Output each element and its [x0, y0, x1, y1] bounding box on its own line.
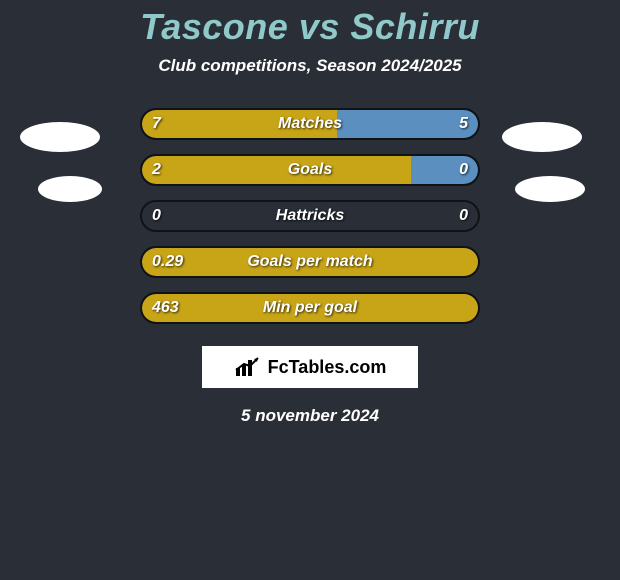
subtitle: Club competitions, Season 2024/2025 — [0, 56, 620, 76]
bar-left — [142, 156, 411, 184]
footer-logo-text: FcTables.com — [268, 357, 387, 378]
bar-chart-icon — [234, 356, 262, 378]
stat-label: Goals per match — [247, 253, 372, 271]
stat-value-left: 7 — [152, 115, 161, 133]
footer-logo: FcTables.com — [202, 346, 418, 388]
title-right: Schirru — [350, 6, 480, 47]
stat-value-right: 0 — [459, 161, 468, 179]
player-badge-oval — [38, 176, 102, 202]
player-badge-oval — [20, 122, 100, 152]
bar-right — [337, 110, 478, 138]
footer-date: 5 november 2024 — [0, 406, 620, 426]
player-badge-oval — [515, 176, 585, 202]
stat-label: Goals — [288, 161, 332, 179]
stat-value-right: 0 — [459, 207, 468, 225]
player-badge-oval — [502, 122, 582, 152]
stat-value-right: 5 — [459, 115, 468, 133]
stat-row-goals: 2 Goals 0 — [140, 154, 480, 186]
title-left: Tascone — [140, 6, 288, 47]
page-title: Tascone vs Schirru — [0, 0, 620, 48]
stat-row-min-per-goal: 463 Min per goal — [140, 292, 480, 324]
stat-row-matches: 7 Matches 5 — [140, 108, 480, 140]
stat-label: Min per goal — [263, 299, 357, 317]
stat-row-hattricks: 0 Hattricks 0 — [140, 200, 480, 232]
title-vs: vs — [299, 6, 340, 47]
stat-label: Matches — [278, 115, 342, 133]
stat-row-goals-per-match: 0.29 Goals per match — [140, 246, 480, 278]
stat-value-left: 0 — [152, 207, 161, 225]
stat-value-left: 2 — [152, 161, 161, 179]
stat-value-left: 463 — [152, 299, 179, 317]
stat-value-left: 0.29 — [152, 253, 183, 271]
stat-label: Hattricks — [276, 207, 344, 225]
